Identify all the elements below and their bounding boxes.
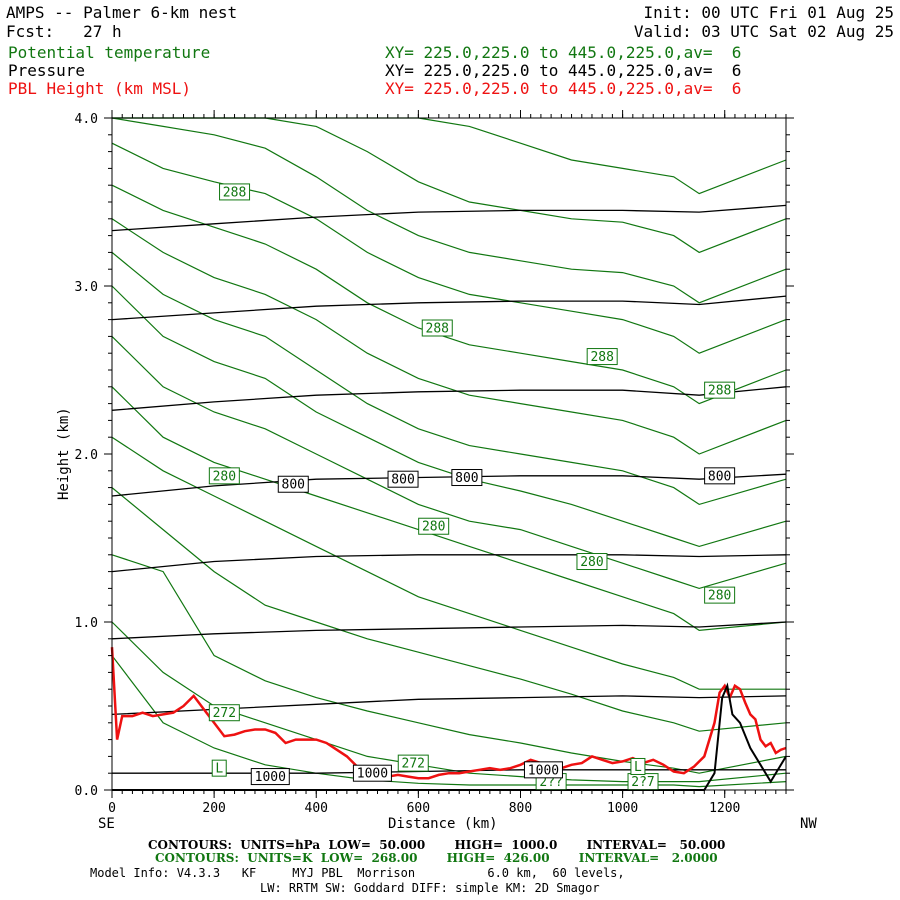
pressure-label-0: 800 [277, 475, 309, 493]
plot-frame [111, 117, 787, 791]
pressure-label-3: 800 [704, 467, 736, 485]
x-axis-label: Distance (km) [388, 816, 498, 832]
pbl-height-series [110, 647, 787, 780]
theta-label-8-text: 272 [213, 706, 236, 721]
y-tick-label-1: 1.0 [75, 616, 98, 631]
theta-contour-2 [111, 554, 787, 774]
theta-label-7-text: 280 [708, 589, 731, 604]
y-tick-label-4: 4.0 [75, 112, 98, 127]
theta-contour-3 [111, 487, 787, 732]
field-pbl-name: PBL Height (km MSL) [8, 79, 192, 98]
theta-label-4-text: 280 [213, 469, 236, 484]
low-mark-0: L [211, 759, 227, 777]
y-tick-label-0: 0.0 [75, 784, 98, 799]
theta-contour-14 [112, 117, 787, 195]
theta-contour-6 [111, 335, 787, 590]
pressure-label-2-text: 800 [455, 471, 478, 486]
field-pressure-name: Pressure [8, 61, 86, 80]
theta-contour-1 [111, 621, 787, 783]
low-mark-1-text: L [634, 760, 642, 775]
pressure-contour-3 [111, 554, 787, 573]
x-tick-label-5: 1000 [607, 801, 638, 816]
pressure-label-1-text: 800 [391, 473, 414, 488]
theta-label-10-text: 2?? [539, 775, 562, 790]
theta-contour-12 [111, 117, 787, 304]
theta-contour-8 [111, 251, 787, 506]
pressure-label-0-text: 800 [282, 478, 305, 493]
theta-label-0: 288 [219, 183, 251, 201]
theta-contour-9 [111, 218, 787, 455]
theta-label-9-text: 272 [402, 757, 425, 772]
pressure-contour-5 [111, 386, 787, 411]
theta-label-3: 288 [704, 381, 736, 399]
pressure-label-5: 1000 [352, 764, 392, 782]
init-time: Init: 00 UTC Fri 01 Aug 25 [643, 3, 894, 22]
theta-label-1-text: 288 [426, 322, 449, 337]
theta-label-11-text: 2?7 [631, 775, 654, 790]
theta-contour-7 [111, 285, 787, 548]
theta-label-9: 272 [397, 754, 429, 772]
theta-contour-5 [111, 386, 787, 632]
x-tick-label-6: 1200 [709, 801, 740, 816]
theta-label-11: 2?7 [627, 773, 659, 791]
footer-physics: LW: RRTM SW: Goddard DIFF: simple KM: 2D… [260, 881, 600, 895]
theta-label-5-text: 280 [422, 520, 445, 535]
theta-contours [111, 117, 787, 788]
field-theta-name: Potential temperature [8, 43, 211, 62]
theta-label-6-text: 280 [580, 555, 603, 570]
valid-time: Valid: 03 UTC Sat 02 Aug 25 [633, 22, 894, 41]
pressure-contours [111, 204, 787, 774]
low-mark-1: L [630, 757, 646, 775]
theta-label-0-text: 288 [223, 185, 246, 200]
pressure-label-6-text: 1000 [528, 763, 559, 778]
pressure-contour-6 [111, 295, 787, 321]
theta-label-3-text: 288 [708, 384, 731, 399]
theta-contour-10 [111, 184, 787, 405]
x-tick-label-3: 600 [407, 801, 430, 816]
pressure-label-1: 800 [387, 470, 419, 488]
theta-label-4: 280 [208, 467, 240, 485]
footer-theta-contours: CONTOURS: UNITS=K LOW= 268.00 HIGH= 426.… [155, 851, 718, 865]
pressure-label-5-text: 1000 [357, 767, 388, 782]
pressure-label-4-text: 1000 [255, 770, 286, 785]
x-end-label-left: SE [98, 816, 115, 832]
x-tick-label-2: 400 [305, 801, 328, 816]
pressure-label-4: 1000 [250, 768, 290, 786]
theta-label-7: 280 [704, 586, 736, 604]
theta-label-8: 272 [208, 704, 240, 722]
theta-label-6: 280 [576, 553, 608, 571]
low-mark-0-text: L [215, 762, 223, 777]
contour-labels: 288 288 288 288 280 280 280 280 272 272 2?? 2?7 800 8… [208, 183, 736, 791]
pressure-contour-2 [111, 621, 787, 640]
x-tick-label-4: 800 [509, 801, 532, 816]
theta-contour-13 [112, 117, 787, 254]
pressure-label-6: 1000 [523, 761, 563, 779]
theta-label-2-text: 288 [590, 350, 613, 365]
footer-pressure-contours: CONTOURS: UNITS=hPa LOW= 50.000 HIGH= 10… [148, 838, 726, 852]
pressure-contour-7 [111, 204, 787, 232]
x-end-label-right: NW [800, 816, 817, 832]
y-axis-label: Height (km) [56, 407, 72, 500]
x-tick-label-1: 200 [202, 801, 225, 816]
theta-label-2: 288 [586, 348, 618, 366]
forecast-hour: Fcst: 27 h [6, 22, 122, 41]
theta-contour-4 [111, 436, 786, 690]
axes: 0.0 1.0 2.0 3.0 4.0 0 200 400 600 800 1000 1200 [75, 110, 794, 816]
field-pbl-xy: XY= 225.0,225.0 to 445.0,225.0,av= 6 [385, 79, 742, 98]
footer-model-info: Model Info: V4.3.3 KF MYJ PBL Morrison 6… [90, 866, 625, 880]
field-theta-xy: XY= 225.0,225.0 to 445.0,225.0,av= 6 [385, 43, 742, 62]
pressure-label-3-text: 800 [708, 469, 731, 484]
theta-label-5: 280 [418, 517, 450, 535]
y-tick-label-3: 3.0 [75, 280, 98, 295]
theta-contour-0 [111, 655, 787, 788]
field-pressure-xy: XY= 225.0,225.0 to 445.0,225.0,av= 6 [385, 61, 742, 80]
chart-title: AMPS -- Palmer 6-km nest [6, 3, 238, 22]
theta-label-1: 288 [421, 319, 453, 337]
pbl-height-line [110, 647, 787, 780]
x-tick-label-0: 0 [108, 801, 116, 816]
pressure-label-2: 800 [451, 469, 483, 487]
y-tick-label-2: 2.0 [75, 448, 98, 463]
